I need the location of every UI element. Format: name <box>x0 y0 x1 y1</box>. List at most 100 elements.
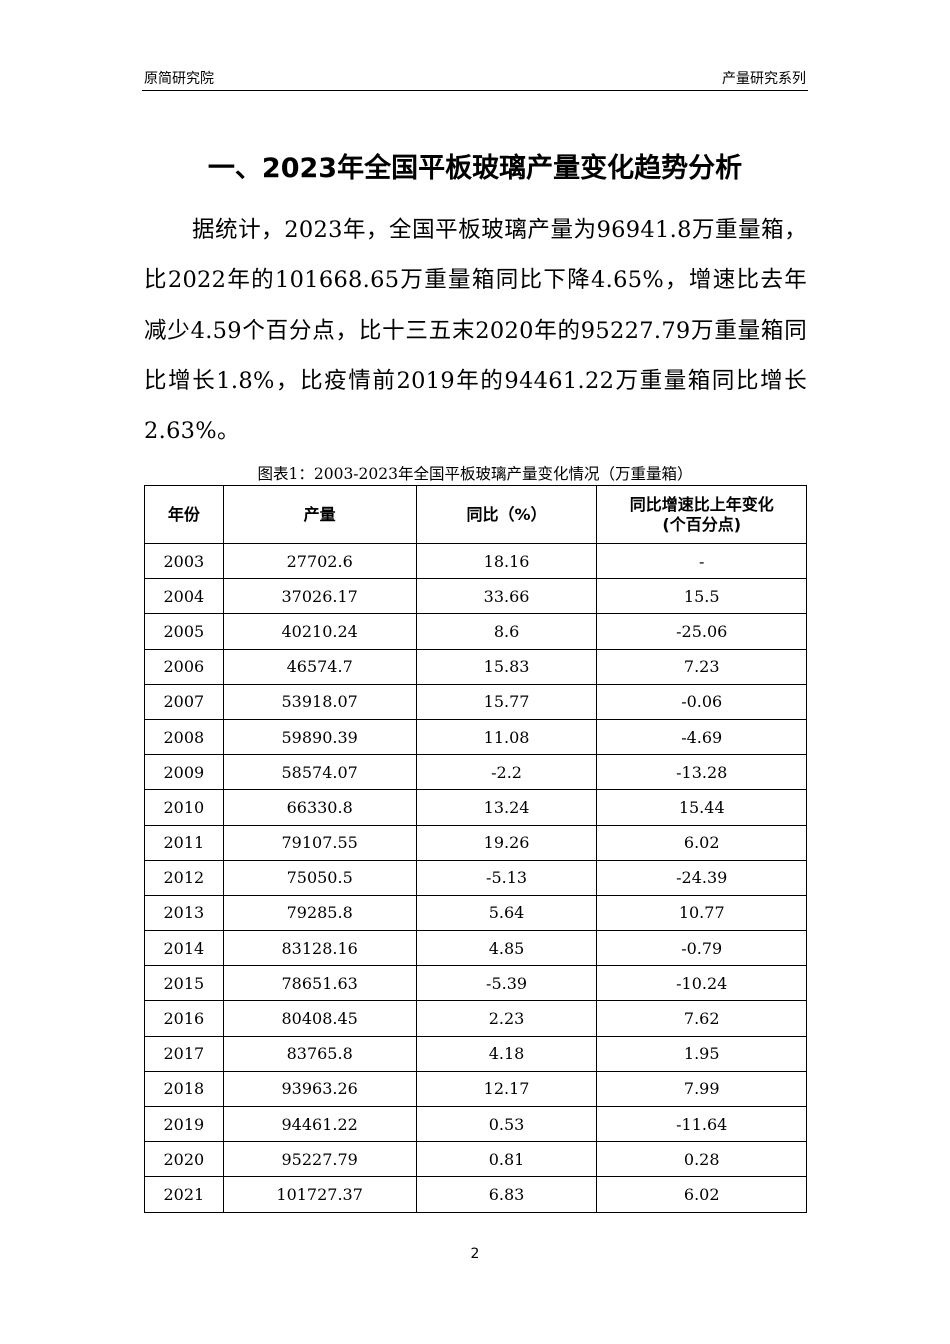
table-cell: 83765.8 <box>222 1035 417 1072</box>
table-row: 2014 83128.16 4.85 -0.79 <box>144 930 807 967</box>
table-row: 2006 46574.7 15.83 7.23 <box>144 648 807 685</box>
table-header-row: 年份 产量 同比（%） 同比增速比上年变化 (个百分点) <box>144 485 807 544</box>
table-cell: 83128.16 <box>222 930 417 967</box>
table-row: 2008 59890.39 11.08 -4.69 <box>144 718 807 756</box>
table-cell: 79285.8 <box>222 894 417 932</box>
table-row: 2017 83765.8 4.18 1.95 <box>144 1035 807 1072</box>
table-cell: 13.24 <box>415 789 598 826</box>
table-cell: -0.79 <box>596 930 807 967</box>
table-row: 2007 53918.07 15.77 -0.06 <box>144 683 807 720</box>
page-number: 2 <box>470 1246 480 1262</box>
table-cell: -11.64 <box>596 1105 807 1143</box>
table-cell: 2006 <box>144 648 224 685</box>
table-cell: 2003 <box>144 542 224 580</box>
table-row: 2010 66330.8 13.24 15.44 <box>144 789 807 826</box>
table-cell: 15.77 <box>415 683 598 720</box>
production-table: 年份 产量 同比（%） 同比增速比上年变化 (个百分点) 2003 27702.6 18.… <box>144 485 807 1213</box>
table-row: 2009 58574.07 -2.2 -13.28 <box>144 754 807 791</box>
table-caption: 图表1：2003-2023年全国平板玻璃产量变化情况（万重量箱） <box>257 465 693 483</box>
table-cell: 10.77 <box>596 894 807 932</box>
table-cell: 4.18 <box>415 1035 598 1072</box>
table-cell: 18.16 <box>415 542 598 580</box>
table-cell: 2008 <box>144 718 224 756</box>
table-cell: 2007 <box>144 683 224 720</box>
table-cell: -2.2 <box>415 754 598 791</box>
table-cell: 15.83 <box>415 648 598 685</box>
column-header: 产量 <box>222 485 417 544</box>
table-cell: -10.24 <box>596 965 807 1002</box>
table-cell: 2013 <box>144 894 224 932</box>
table-cell: 12.17 <box>415 1070 598 1108</box>
table-cell: 1.95 <box>596 1035 807 1072</box>
table-cell: 75050.5 <box>222 859 417 896</box>
table-cell: -13.28 <box>596 754 807 791</box>
table-cell: 58574.07 <box>222 754 417 791</box>
table-row: 2011 79107.55 19.26 6.02 <box>144 824 807 861</box>
table-cell: 2016 <box>144 1000 224 1037</box>
table-cell: 101727.37 <box>222 1176 417 1213</box>
table-cell: 93963.26 <box>222 1070 417 1108</box>
table-cell: 80408.45 <box>222 1000 417 1037</box>
table-cell: 95227.79 <box>222 1141 417 1178</box>
table-cell: 8.6 <box>415 613 598 650</box>
table-cell: 4.85 <box>415 930 598 967</box>
table-cell: 2017 <box>144 1035 224 1072</box>
section-title: 一、2023年全国平板玻璃产量变化趋势分析 <box>207 153 743 184</box>
table-cell: 0.28 <box>596 1141 807 1178</box>
table-cell: 27702.6 <box>222 542 417 580</box>
table-cell: 46574.7 <box>222 648 417 685</box>
table-cell: 6.02 <box>596 824 807 861</box>
table-cell: 11.08 <box>415 718 598 756</box>
table-cell: 2010 <box>144 789 224 826</box>
table-cell: 2019 <box>144 1105 224 1143</box>
column-header: 同比（%） <box>415 485 598 544</box>
header-right: 产量研究系列 <box>722 71 806 87</box>
table-cell: 33.66 <box>415 578 598 615</box>
table-row: 2012 75050.5 -5.13 -24.39 <box>144 859 807 896</box>
table-cell: 6.02 <box>596 1176 807 1213</box>
table-cell: 94461.22 <box>222 1105 417 1143</box>
table-cell: 78651.63 <box>222 965 417 1002</box>
table-row: 2005 40210.24 8.6 -25.06 <box>144 613 807 650</box>
table-cell: 2015 <box>144 965 224 1002</box>
table-cell: 2005 <box>144 613 224 650</box>
table-cell: 7.23 <box>596 648 807 685</box>
table-cell: 2020 <box>144 1141 224 1178</box>
table-cell: -25.06 <box>596 613 807 650</box>
table-cell: 2.23 <box>415 1000 598 1037</box>
table-cell: 2011 <box>144 824 224 861</box>
table-row: 2021 101727.37 6.83 6.02 <box>144 1176 807 1213</box>
table-row: 2004 37026.17 33.66 15.5 <box>144 578 807 615</box>
table-cell: 59890.39 <box>222 718 417 756</box>
table-cell: -5.13 <box>415 859 598 896</box>
header-left: 原简研究院 <box>144 71 214 87</box>
table-cell: 40210.24 <box>222 613 417 650</box>
body-paragraph: 据统计，2023年，全国平板玻璃产量为96941.8万重量箱，比2022年的10… <box>144 217 807 445</box>
table-row: 2003 27702.6 18.16- <box>144 542 807 580</box>
table-cell: 2014 <box>144 930 224 967</box>
table-cell: 2012 <box>144 859 224 896</box>
table-cell: -5.39 <box>415 965 598 1002</box>
table-cell: -0.06 <box>596 683 807 720</box>
table-cell: 6.83 <box>415 1176 598 1213</box>
header-divider <box>142 90 808 91</box>
table-cell: 53918.07 <box>222 683 417 720</box>
table-row: 2018 93963.26 12.17 7.99 <box>144 1070 807 1108</box>
table-cell: 7.99 <box>596 1070 807 1108</box>
table-row: 2015 78651.63 -5.39 -10.24 <box>144 965 807 1002</box>
table-cell: 19.26 <box>415 824 598 861</box>
table-row: 2019 94461.22 0.53 -11.64 <box>144 1105 807 1143</box>
table-cell: 37026.17 <box>222 578 417 615</box>
column-header: 同比增速比上年变化 (个百分点) <box>596 485 807 544</box>
table-cell: - <box>596 542 807 580</box>
table-cell: -4.69 <box>596 718 807 756</box>
table-cell: 0.81 <box>415 1141 598 1178</box>
table-cell: 15.44 <box>596 789 807 826</box>
table-cell: 2004 <box>144 578 224 615</box>
table-cell: 7.62 <box>596 1000 807 1037</box>
table-cell: 15.5 <box>596 578 807 615</box>
table-cell: 2021 <box>144 1176 224 1213</box>
table-cell: 79107.55 <box>222 824 417 861</box>
table-row: 2016 80408.45 2.23 7.62 <box>144 1000 807 1037</box>
